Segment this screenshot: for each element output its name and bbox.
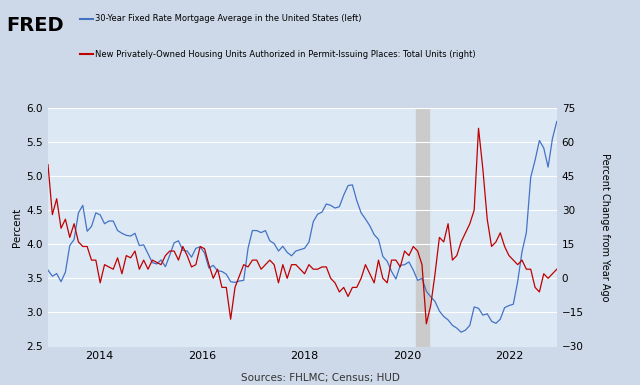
Text: Sources: FHLMC; Census; HUD: Sources: FHLMC; Census; HUD bbox=[241, 373, 399, 383]
Text: 30-Year Fixed Rate Mortgage Average in the United States (left): 30-Year Fixed Rate Mortgage Average in t… bbox=[95, 14, 361, 23]
Text: New Privately-Owned Housing Units Authorized in Permit-Issuing Places: Total Uni: New Privately-Owned Housing Units Author… bbox=[95, 50, 476, 59]
Bar bbox=[416, 108, 429, 346]
Y-axis label: Percent: Percent bbox=[12, 208, 22, 247]
Text: FRED: FRED bbox=[6, 15, 64, 35]
Y-axis label: Percent Change from Year Ago: Percent Change from Year Ago bbox=[600, 153, 611, 301]
